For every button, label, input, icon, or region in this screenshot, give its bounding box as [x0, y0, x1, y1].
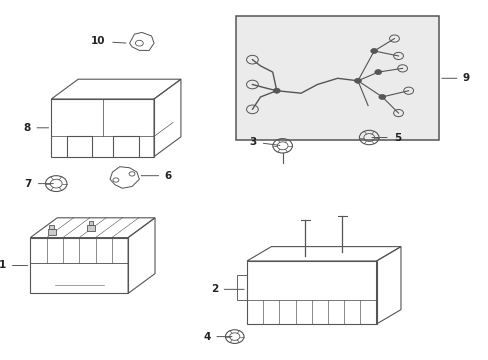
Circle shape: [273, 88, 280, 93]
Bar: [236, 16, 438, 140]
Bar: [88, 221, 93, 225]
Circle shape: [378, 94, 385, 99]
Text: 8: 8: [23, 123, 30, 133]
Text: 6: 6: [164, 171, 171, 181]
Text: 4: 4: [203, 332, 211, 342]
Bar: [236, 275, 246, 300]
Circle shape: [354, 78, 361, 83]
Text: 2: 2: [211, 284, 218, 294]
Circle shape: [370, 49, 377, 54]
Text: 3: 3: [249, 137, 256, 147]
Text: 7: 7: [24, 179, 32, 189]
Text: 9: 9: [462, 73, 468, 83]
Bar: [87, 225, 95, 231]
Bar: [48, 229, 56, 235]
Circle shape: [374, 69, 381, 75]
Bar: [49, 225, 54, 229]
Text: 1: 1: [0, 261, 6, 270]
Text: 10: 10: [90, 36, 105, 46]
Text: 5: 5: [393, 132, 400, 143]
